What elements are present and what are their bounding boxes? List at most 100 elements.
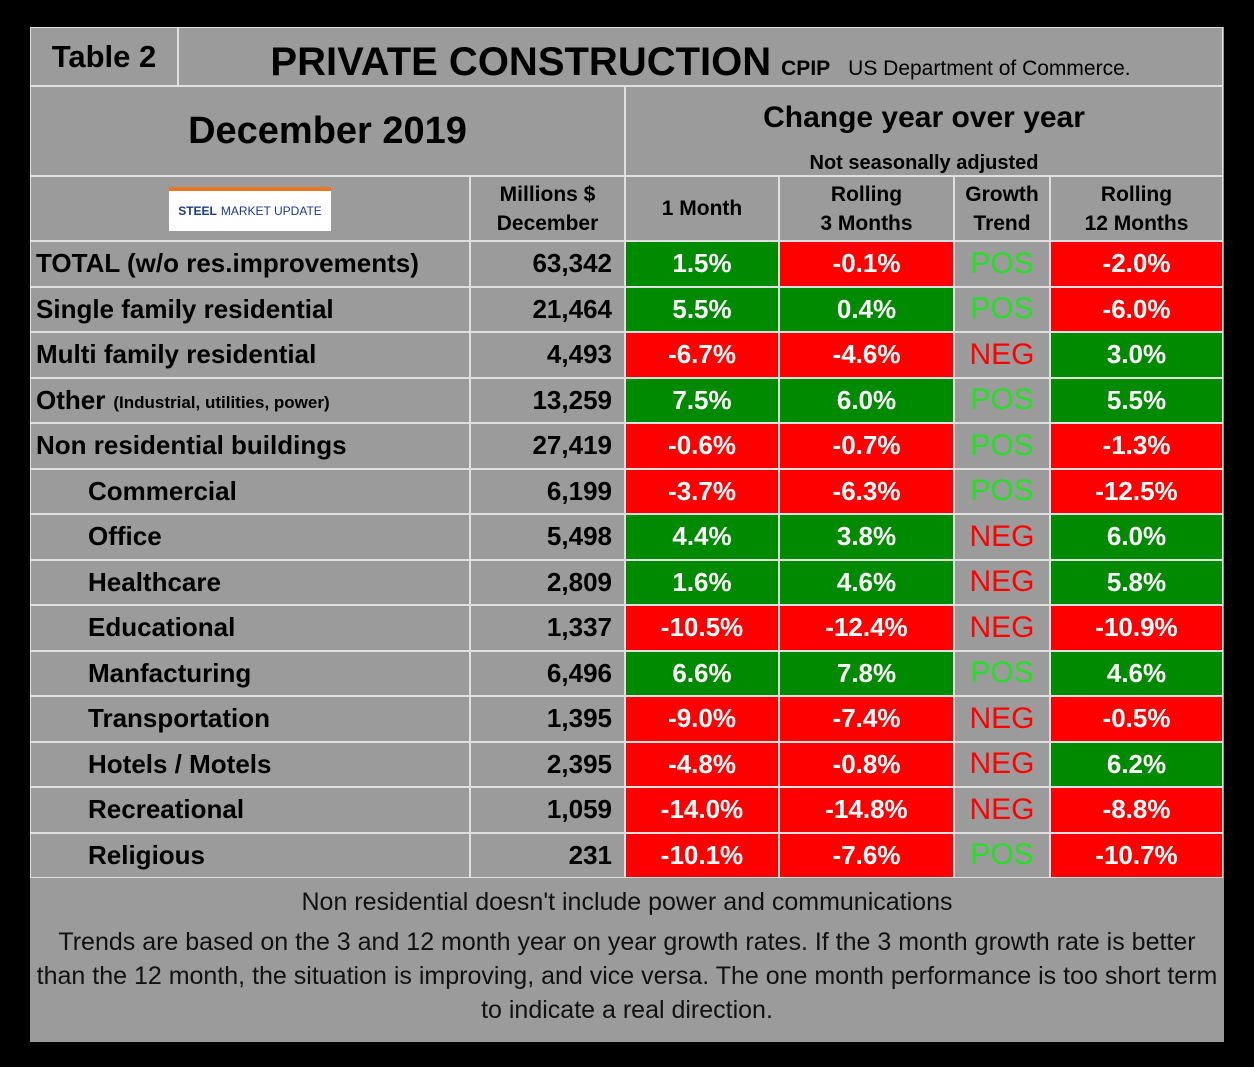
change-value: -0.8% [779,741,954,787]
logo-right: MARKET UPDATE [220,203,322,218]
change-value: -10.9% [1050,605,1223,651]
row-value: 6,496 [470,650,625,696]
change-value: 3.8% [779,514,954,560]
row-label-text: Transportation [88,703,271,734]
row-label: Educational [30,605,470,651]
change-value: -7.6% [779,832,954,878]
change-value: 5.5% [625,286,779,332]
change-value: -4.6% [779,332,954,378]
row-label: Religious [30,832,470,878]
column-header: Millions $ December [470,176,625,241]
row-label-text: Hotels / Motels [88,748,272,779]
change-value: 6.6% [625,650,779,696]
trend: POS [954,377,1050,423]
row-label-text: Multi family residential [36,339,317,370]
trend: NEG [954,514,1050,560]
row-label: Hotels / Motels [30,741,470,787]
change-value: -14.0% [625,787,779,833]
row-value: 2,395 [470,741,625,787]
trend: NEG [954,741,1050,787]
column-header-line: 3 Months [820,211,913,235]
row-label: Commercial [30,468,470,514]
row-value: 4,493 [470,332,625,378]
column-header-line: December [496,211,599,235]
title-cell: PRIVATE CONSTRUCTION CPIP US Department of… [178,27,1223,86]
change-value: -2.0% [1050,241,1223,287]
change-value: 6.2% [1050,741,1223,787]
row-value: 1,337 [470,605,625,651]
change-cell: Change year over year Not seasonally adju… [625,86,1223,176]
trend: POS [954,832,1050,878]
row-label-text: Other [36,384,106,415]
footer-note: Non residential doesn't include power an… [301,887,953,916]
change-value: 5.8% [1050,559,1223,605]
row-label-note: (Industrial, utilities, power) [113,393,330,413]
row-label-text: Single family residential [36,293,334,324]
change-value: -0.5% [1050,696,1223,742]
change-value: 6.0% [779,377,954,423]
change-value: -9.0% [625,696,779,742]
logo: STEEL MARKET UPDATE [169,186,331,231]
row-label: Office [30,514,470,560]
change-value: 4.4% [625,514,779,560]
trend: NEG [954,605,1050,651]
row-label: TOTAL (w/o res.improvements) [30,241,470,287]
change-value: 3.0% [1050,332,1223,378]
row-label: Transportation [30,696,470,742]
trend: POS [954,423,1050,469]
row-label: Non residential buildings [30,423,470,469]
change-value: -12.5% [1050,468,1223,514]
column-header-line: 12 Months [1084,211,1189,235]
row-value: 1,395 [470,696,625,742]
row-value: 63,342 [470,241,625,287]
row-label: Recreational [30,787,470,833]
change-value: -6.0% [1050,286,1223,332]
column-header: Growth Trend [954,176,1050,241]
change-title: Change year over year [763,101,1085,134]
change-value: -14.8% [779,787,954,833]
column-header-line: Growth [965,182,1039,206]
trend: NEG [954,696,1050,742]
change-value: 4.6% [779,559,954,605]
change-value: 5.5% [1050,377,1223,423]
change-value: -10.7% [1050,832,1223,878]
change-value: -12.4% [779,605,954,651]
row-label: Healthcare [30,559,470,605]
row-label: Other (Industrial, utilities, power) [30,377,470,423]
title: PRIVATE CONSTRUCTION [270,40,772,84]
row-label: Multi family residential [30,332,470,378]
trend: POS [954,468,1050,514]
change-value: 6.0% [1050,514,1223,560]
period: December 2019 [30,86,625,176]
trend: POS [954,241,1050,287]
row-label-text: Religious [88,839,206,870]
trend: POS [954,650,1050,696]
table-label: Table 2 [30,27,178,86]
change-value: 1.6% [625,559,779,605]
row-value: 2,809 [470,559,625,605]
row-label-text: Healthcare [88,566,221,597]
change-value: -0.1% [779,241,954,287]
row-label: Manfacturing [30,650,470,696]
change-value: -4.8% [625,741,779,787]
change-value: -8.8% [1050,787,1223,833]
row-label-text: TOTAL (w/o res.improvements) [36,248,419,279]
title-suffix: CPIP [781,57,831,80]
row-value: 21,464 [470,286,625,332]
column-header: Rolling 12 Months [1050,176,1223,241]
trend: NEG [954,332,1050,378]
change-subtitle: Not seasonally adjusted [809,152,1039,174]
change-value: 1.5% [625,241,779,287]
trend: POS [954,286,1050,332]
trend: NEG [954,787,1050,833]
row-value: 1,059 [470,787,625,833]
column-header-line: Trend [973,211,1031,235]
change-value: -0.7% [779,423,954,469]
row-label-text: Non residential buildings [36,430,347,461]
change-value: -3.7% [625,468,779,514]
row-label-text: Educational [88,612,236,643]
change-value: 0.4% [779,286,954,332]
change-value: 7.5% [625,377,779,423]
column-header: Rolling 3 Months [779,176,954,241]
logo-cell: STEEL MARKET UPDATE [30,176,470,241]
